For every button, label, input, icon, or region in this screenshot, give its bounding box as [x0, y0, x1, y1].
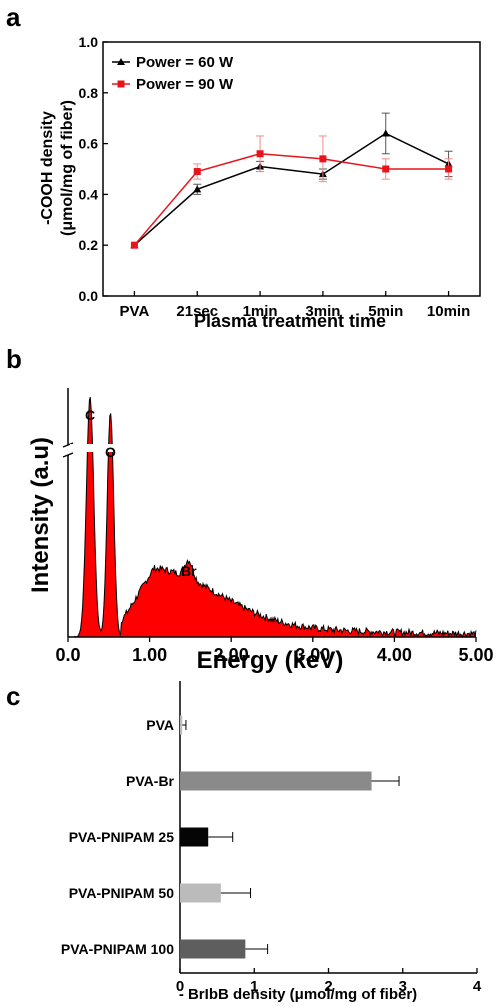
- x-tick-label-a: 21sec: [176, 303, 218, 320]
- bar-pva-pnipam-50: [180, 883, 221, 903]
- panel-label-a: a: [6, 2, 21, 32]
- series-line-2: [133, 153, 449, 246]
- peak-label: O: [105, 444, 116, 460]
- x-tick-label-b: 2.00: [214, 645, 249, 665]
- series-line-1: [133, 132, 449, 246]
- category-label-c: PVA-PNIPAM 100: [61, 941, 174, 957]
- peak-label: C: [85, 407, 95, 423]
- panel-b: b Intensity (a.u) Energy (keV) 0.0 1.00 2.…: [0, 340, 500, 675]
- y-axis-label-a-line1: -COOH density: [39, 111, 56, 225]
- x-tick-label-c: 3: [399, 978, 407, 995]
- x-tick-label-a: 5min: [368, 303, 403, 320]
- plot-area-a: 0.0 0.2 0.4 0.6 0.8 1.0 PVA 21sec 1min 3min 5min 10…: [79, 34, 481, 320]
- x-tick-label-c: 1: [250, 978, 258, 995]
- panel-c: c - BrIbB density (μmol/mg of fiber) PVA…: [0, 675, 500, 1007]
- axis-break-mark: [62, 442, 74, 448]
- y-axis-label-b: Intensity (a.u): [27, 437, 54, 593]
- x-tick-label-a: PVA: [120, 303, 150, 320]
- plot-area-c: PVA PVA-Br PVA-PNIPAM 25 PVA-PNIPAM 50 PVA-P…: [61, 681, 482, 995]
- y-tick-label-a: 1.0: [79, 34, 99, 50]
- y-tick-label-a: 0.2: [79, 237, 99, 253]
- bar-pva-pnipam-25: [180, 827, 209, 847]
- bar-pva-br: [180, 771, 372, 791]
- chart-a: a -COOH density (μmol/mg of fiber) Plasm…: [6, 2, 481, 331]
- x-tick-label-c: 0: [176, 978, 184, 995]
- legend-label-2: Power = 90 W: [136, 76, 234, 93]
- panel-label-c: c: [6, 681, 20, 711]
- category-label-c: PVA-PNIPAM 50: [69, 885, 174, 901]
- category-label-c: PVA: [146, 717, 174, 733]
- x-tick-label-a: 10min: [427, 303, 470, 320]
- x-tick-label-b: 0.0: [55, 645, 80, 665]
- data-point-60w: [193, 185, 202, 193]
- peak-label: Br: [181, 563, 197, 579]
- legend-marker-1: [117, 58, 125, 65]
- spectrum-area: [68, 397, 476, 637]
- category-label-c: PVA-Br: [126, 773, 175, 789]
- chart-c: c - BrIbB density (μmol/mg of fiber) PVA…: [6, 681, 482, 1003]
- category-label-c: PVA-PNIPAM 25: [69, 829, 174, 845]
- data-point-90w: [193, 168, 201, 176]
- data-point-90w: [319, 155, 327, 163]
- x-tick-label-a: 1min: [243, 303, 278, 320]
- data-point-60w: [381, 129, 390, 137]
- data-point-90w: [130, 241, 138, 249]
- plot-frame-a: [102, 41, 481, 297]
- x-tick-label-b: 1.00: [132, 645, 167, 665]
- axis-break-mark: [62, 452, 74, 458]
- panel-label-b: b: [6, 344, 22, 374]
- y-tick-label-a: 0.8: [79, 85, 99, 101]
- x-axis-label-b: Energy (keV): [197, 647, 344, 674]
- legend-label-1: Power = 60 W: [136, 54, 234, 71]
- y-tick-label-a: 0.6: [79, 136, 99, 152]
- x-axis-label-a: Plasma treatment time: [194, 311, 386, 331]
- x-tick-label-b: 4.00: [377, 645, 412, 665]
- x-tick-label-c: 4: [473, 978, 482, 995]
- bar-pva-pnipam-100: [180, 939, 246, 959]
- y-axis-label-a-line2: (μmol/mg of fiber): [59, 100, 76, 236]
- legend-marker-2: [117, 80, 125, 88]
- x-axis-label-c: - BrIbB density (μmol/mg of fiber): [179, 986, 417, 1003]
- bar-pva: [180, 715, 183, 735]
- panel-a: a -COOH density (μmol/mg of fiber) Plasm…: [0, 0, 500, 340]
- spectrum-line: [67, 397, 477, 639]
- x-tick-label-b: 5.00: [458, 645, 493, 665]
- x-tick-label-b: 3.00: [295, 645, 330, 665]
- break-gap: [70, 444, 130, 452]
- x-tick-label-a: 3min: [305, 303, 340, 320]
- y-tick-label-a: 0.0: [79, 288, 99, 304]
- data-point-90w: [256, 150, 264, 158]
- x-tick-label-c: 2: [324, 978, 332, 995]
- data-point-90w: [382, 165, 390, 173]
- chart-b: b Intensity (a.u) Energy (keV) 0.0 1.00 2.…: [6, 344, 494, 674]
- data-point-90w: [445, 165, 453, 173]
- plot-area-b: 0.0 1.00 2.00 3.00 4.00 5.00 C O Br: [55, 388, 494, 665]
- y-tick-label-a: 0.4: [79, 186, 99, 202]
